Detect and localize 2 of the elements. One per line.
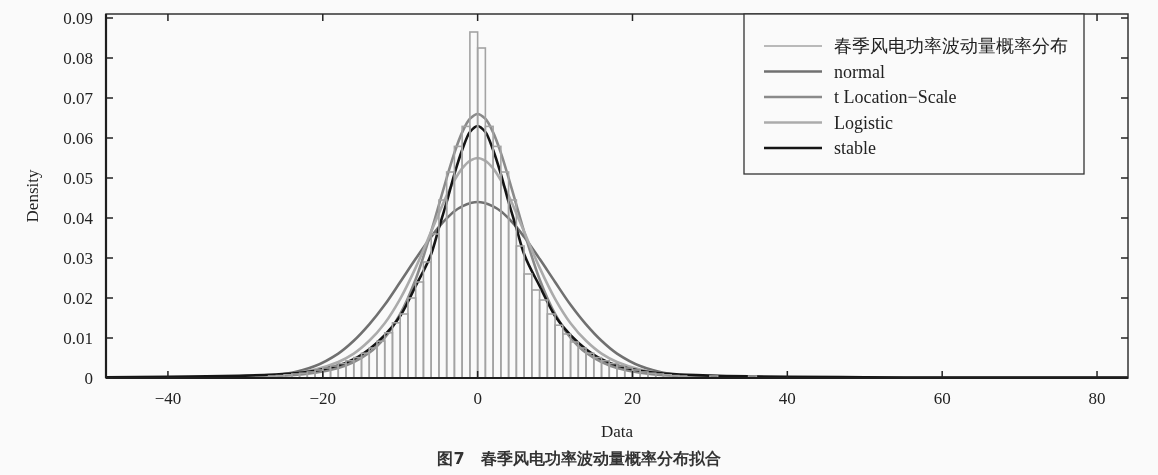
x-tick-label: 80 bbox=[1088, 389, 1106, 408]
y-tick-label: 0.09 bbox=[63, 9, 93, 28]
